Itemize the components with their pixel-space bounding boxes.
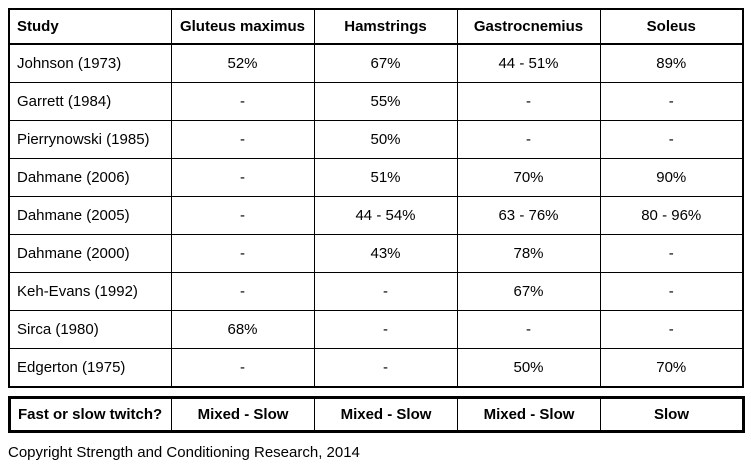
table-row: Keh-Evans (1992) - - 67% - xyxy=(8,272,744,311)
value-cell: 44 - 51% xyxy=(456,43,601,83)
value-cell: 51% xyxy=(313,158,458,197)
value-cell: 90% xyxy=(599,158,744,197)
value-cell: - xyxy=(599,234,744,273)
value-cell: - xyxy=(170,234,315,273)
value-cell: - xyxy=(456,82,601,121)
value-cell: 80 - 96% xyxy=(599,196,744,235)
value-cell: - xyxy=(313,348,458,388)
column-header-gastrocnemius: Gastrocnemius xyxy=(456,8,601,45)
study-cell: Sirca (1980) xyxy=(8,310,172,349)
table-row: Dahmane (2000) - 43% 78% - xyxy=(8,234,744,273)
value-cell: - xyxy=(170,120,315,159)
fiber-type-table: Study Gluteus maximus Hamstrings Gastroc… xyxy=(8,8,744,388)
value-cell: 55% xyxy=(313,82,458,121)
value-cell: 68% xyxy=(170,310,315,349)
value-cell: 70% xyxy=(599,348,744,388)
study-cell: Keh-Evans (1992) xyxy=(8,272,172,311)
page: Study Gluteus maximus Hamstrings Gastroc… xyxy=(8,8,745,461)
value-cell: 78% xyxy=(456,234,601,273)
value-cell: 67% xyxy=(456,272,601,311)
value-cell: 70% xyxy=(456,158,601,197)
study-cell: Garrett (1984) xyxy=(8,82,172,121)
value-cell: 50% xyxy=(456,348,601,388)
value-cell: 63 - 76% xyxy=(456,196,601,235)
summary-cell: Slow xyxy=(600,397,744,432)
value-cell: - xyxy=(170,348,315,388)
value-cell: - xyxy=(599,120,744,159)
study-cell: Dahmane (2000) xyxy=(8,234,172,273)
study-cell: Johnson (1973) xyxy=(8,43,172,83)
column-header-hamstrings: Hamstrings xyxy=(313,8,458,45)
summary-cell: Mixed - Slow xyxy=(457,397,601,432)
value-cell: - xyxy=(313,272,458,311)
value-cell: 67% xyxy=(313,43,458,83)
value-cell: - xyxy=(170,158,315,197)
value-cell: 50% xyxy=(313,120,458,159)
study-cell: Dahmane (2006) xyxy=(8,158,172,197)
value-cell: - xyxy=(599,272,744,311)
value-cell: - xyxy=(170,272,315,311)
study-cell: Edgerton (1975) xyxy=(8,348,172,388)
column-header-gluteus-maximus: Gluteus maximus xyxy=(170,8,315,45)
summary-cell: Mixed - Slow xyxy=(171,397,315,432)
value-cell: 89% xyxy=(599,43,744,83)
study-cell: Pierrynowski (1985) xyxy=(8,120,172,159)
value-cell: 44 - 54% xyxy=(313,196,458,235)
value-cell: - xyxy=(599,82,744,121)
value-cell: - xyxy=(170,82,315,121)
value-cell: - xyxy=(170,196,315,235)
value-cell: - xyxy=(456,310,601,349)
table-row: Pierrynowski (1985) - 50% - - xyxy=(8,120,744,159)
header-row: Study Gluteus maximus Hamstrings Gastroc… xyxy=(8,8,744,45)
twitch-summary-table: Fast or slow twitch? Mixed - Slow Mixed … xyxy=(8,396,745,433)
column-header-study: Study xyxy=(8,8,172,45)
table-row: Dahmane (2005) - 44 - 54% 63 - 76% 80 - … xyxy=(8,196,744,235)
value-cell: 43% xyxy=(313,234,458,273)
column-header-soleus: Soleus xyxy=(599,8,744,45)
table-row: Garrett (1984) - 55% - - xyxy=(8,82,744,121)
summary-label: Fast or slow twitch? xyxy=(9,397,172,432)
table-row: Dahmane (2006) - 51% 70% 90% xyxy=(8,158,744,197)
value-cell: - xyxy=(599,310,744,349)
study-cell: Dahmane (2005) xyxy=(8,196,172,235)
table-row: Sirca (1980) 68% - - - xyxy=(8,310,744,349)
summary-cell: Mixed - Slow xyxy=(314,397,458,432)
summary-row: Fast or slow twitch? Mixed - Slow Mixed … xyxy=(9,397,744,432)
table-row: Edgerton (1975) - - 50% 70% xyxy=(8,348,744,388)
copyright-text: Copyright Strength and Conditioning Rese… xyxy=(8,444,360,461)
table-row: Johnson (1973) 52% 67% 44 - 51% 89% xyxy=(8,43,744,83)
value-cell: - xyxy=(456,120,601,159)
value-cell: - xyxy=(313,310,458,349)
value-cell: 52% xyxy=(170,43,315,83)
